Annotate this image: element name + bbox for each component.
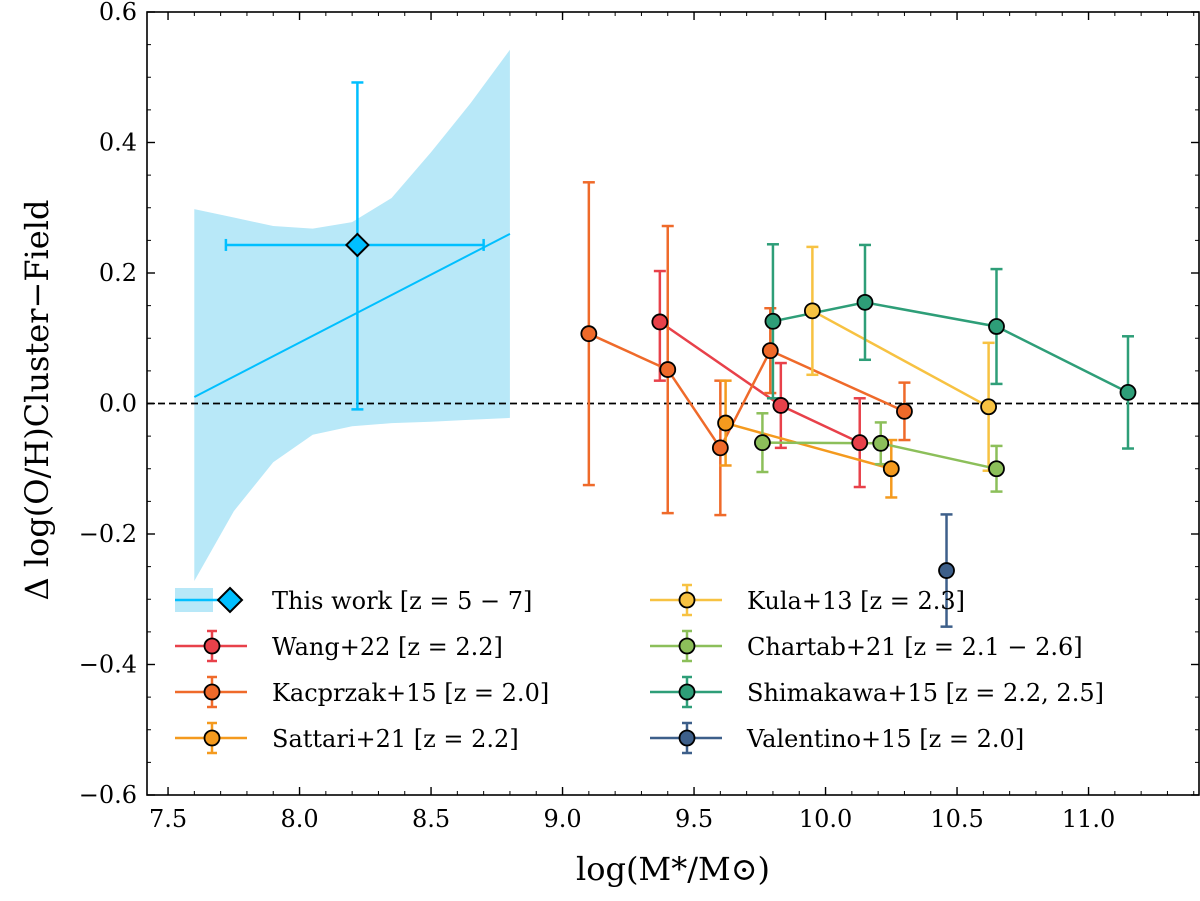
marker-shimakawa-15-0 xyxy=(764,312,782,330)
y-tick-label-6: 0.6 xyxy=(99,0,137,26)
marker-kacprzak-15-1 xyxy=(659,361,677,378)
y-tick-label-5: 0.4 xyxy=(99,129,137,157)
x-tick-label-4: 9.5 xyxy=(675,805,713,833)
marker-shimakawa-15-2 xyxy=(988,318,1005,335)
marker-kula-13-1 xyxy=(980,398,997,416)
legend-label-sattari-21: Sattari+21 [z = 2.2] xyxy=(272,725,519,753)
legend-label-shimakawa-15: Shimakawa+15 [z = 2.2, 2.5] xyxy=(747,679,1104,707)
this-work-marker xyxy=(344,232,370,258)
legend-this-work-marker xyxy=(216,586,244,614)
marker-chartab-21-2 xyxy=(988,460,1005,478)
marker-kacprzak-15-4 xyxy=(896,402,913,420)
x-tick-label-6: 10.5 xyxy=(930,805,983,833)
legend-label-kula-13: Kula+13 [z = 2.3] xyxy=(747,587,965,615)
legend-label-valentino-15: Valentino+15 [z = 2.0] xyxy=(746,725,1024,753)
y-axis-label: Δ log(O/H)Cluster−Field xyxy=(18,200,56,601)
x-axis-label: log(M*/M⊙) xyxy=(576,850,770,888)
legend-label-chartab-21: Chartab+21 [z = 2.1 − 2.6] xyxy=(747,633,1083,661)
marker-sattari-21-1 xyxy=(882,460,900,478)
x-tick-label-1: 8.0 xyxy=(280,805,318,833)
marker-kacprzak-15-0 xyxy=(580,325,598,343)
marker-kacprzak-15-3 xyxy=(761,342,779,360)
legend-marker-kula-13 xyxy=(678,591,696,609)
series-line-shimakawa-15 xyxy=(772,301,1129,394)
marker-kacprzak-15-2 xyxy=(711,439,729,457)
legend-marker-valentino-15 xyxy=(678,729,696,747)
legend-marker-kacprzak-15 xyxy=(203,683,221,701)
marker-valentino-15-0 xyxy=(938,562,955,579)
x-tick-label-5: 10.0 xyxy=(799,805,852,833)
this-work-fit-line xyxy=(193,232,511,398)
marker-chartab-21-0 xyxy=(754,434,771,452)
legend-marker-sattari-21 xyxy=(203,729,221,747)
legend-marker-wang-22 xyxy=(203,637,221,655)
series-line-kacprzak-15 xyxy=(588,332,905,451)
y-tick-label-0: −0.6 xyxy=(79,781,137,809)
legend: This work [z = 5 − 7] Wang+22 [z = 2.2] Ka… xyxy=(175,583,1104,755)
series-line-kula-13 xyxy=(811,309,990,408)
marker-shimakawa-15-3 xyxy=(1119,384,1137,401)
marker-sattari-21-0 xyxy=(717,414,734,432)
legend-label-kacprzak-15: Kacprzak+15 [z = 2.0] xyxy=(272,679,549,707)
x-tick-label-0: 7.5 xyxy=(149,805,187,833)
axis-labels: log(M*/M⊙) Δ log(O/H)Cluster−Field xyxy=(18,200,770,888)
y-tick-label-4: 0.2 xyxy=(99,259,137,287)
legend-this-work-label: This work [z = 5 − 7] xyxy=(272,587,532,615)
plot-content xyxy=(147,49,1199,628)
y-tick-label-1: −0.4 xyxy=(79,651,137,679)
x-tick-label-3: 9.0 xyxy=(543,805,581,833)
marker-shimakawa-15-1 xyxy=(856,293,874,311)
series-line-sattari-21 xyxy=(725,421,892,471)
plot-area xyxy=(147,49,1199,628)
marker-kula-13-0 xyxy=(803,302,821,320)
marker-wang-22-0 xyxy=(651,313,669,331)
axes: 7.5 8.0 8.5 9.0 9.5 10.0 10.5 11.0 −0.6 −0.4 −0.2 0… xyxy=(79,0,1200,833)
x-tick-label-2: 8.5 xyxy=(412,805,450,833)
legend-marker-shimakawa-15 xyxy=(678,683,696,701)
legend-marker-chartab-21 xyxy=(678,637,696,655)
y-tick-label-3: 0.0 xyxy=(99,390,137,418)
x-tick-label-7: 11.0 xyxy=(1062,805,1115,833)
series-line-wang-22 xyxy=(659,320,861,444)
marker-wang-22-1 xyxy=(772,397,790,414)
marker-wang-22-2 xyxy=(851,434,869,452)
legend-label-wang-22: Wang+22 [z = 2.2] xyxy=(272,633,503,661)
marker-chartab-21-1 xyxy=(872,434,890,452)
y-tick-label-2: −0.2 xyxy=(79,520,137,548)
